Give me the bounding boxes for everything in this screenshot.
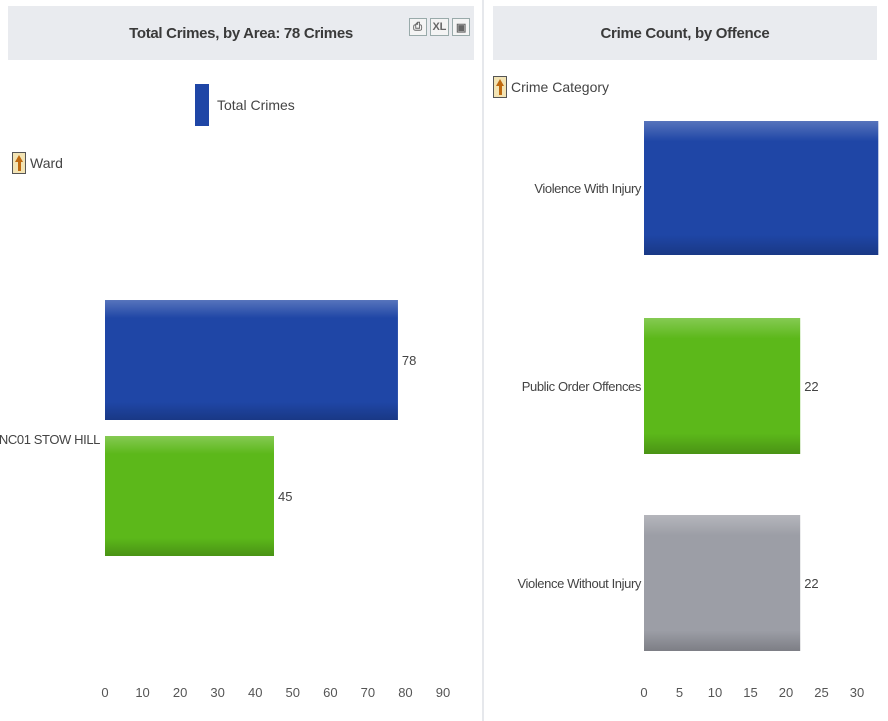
area-chart-panel: Total Crimes, by Area: 78 Crimes ⎙ XL ▣ … xyxy=(0,0,484,721)
maximize-icon[interactable]: ▣ xyxy=(452,18,470,36)
bar-1 xyxy=(644,318,801,454)
x-tick-label-5: 25 xyxy=(814,685,828,700)
bar-2 xyxy=(644,515,801,651)
bar-series-1 xyxy=(105,436,274,556)
area-chart-legend: Total Crimes xyxy=(195,84,295,126)
x-tick-label-8: 80 xyxy=(398,685,412,700)
x-tick-label-0: 0 xyxy=(640,685,647,700)
offence-bar-chart: Violence With Injury Public Order Offence… xyxy=(517,121,879,700)
drill-up-icon xyxy=(12,152,26,174)
x-tick-label-6: 60 xyxy=(323,685,337,700)
category-label-2: Violence Without Injury xyxy=(517,576,641,591)
legend-label-total-crimes: Total Crimes xyxy=(217,97,295,113)
x-tick-label-2: 10 xyxy=(708,685,722,700)
area-chart-title: Total Crimes, by Area: 78 Crimes xyxy=(129,24,353,42)
excel-export-button[interactable]: XL xyxy=(429,18,449,36)
drill-up-ward[interactable]: Ward xyxy=(12,152,63,174)
x-tick-label-3: 30 xyxy=(210,685,224,700)
category-label-1: Public Order Offences xyxy=(522,379,642,394)
x-tick-label-4: 20 xyxy=(779,685,793,700)
offence-chart-title: Crime Count, by Offence xyxy=(600,24,770,42)
category-label: NC01 STOW HILL xyxy=(0,432,100,447)
area-chart-header: Total Crimes, by Area: 78 Crimes ⎙ XL ▣ xyxy=(8,6,474,60)
panel-toolbar: ⎙ XL ▣ xyxy=(408,18,470,36)
print-icon[interactable]: ⎙ xyxy=(408,18,427,36)
legend-swatch-total-crimes xyxy=(195,84,209,126)
offence-chart-panel: Crime Count, by Offence Crime Category V… xyxy=(487,0,888,721)
bar-0 xyxy=(644,121,879,255)
area-bar-chart: 78 45 NC01 STOW HILL 0 10 20 30 40 50 60 70 80 90 xyxy=(0,300,450,700)
category-label-0: Violence With Injury xyxy=(534,181,642,196)
x-tick-label-1: 10 xyxy=(135,685,149,700)
x-tick-label-4: 40 xyxy=(248,685,262,700)
x-tick-label-1: 5 xyxy=(676,685,683,700)
data-label-2: 22 xyxy=(804,576,818,591)
x-tick-label-7: 70 xyxy=(361,685,375,700)
offence-chart-header: Crime Count, by Offence xyxy=(493,6,877,60)
drill-up-label: Crime Category xyxy=(511,79,610,95)
x-tick-label-0: 0 xyxy=(101,685,108,700)
drill-up-crime-category[interactable]: Crime Category xyxy=(493,76,609,98)
x-tick-label-9: 90 xyxy=(436,685,450,700)
drill-up-icon xyxy=(493,76,507,98)
x-tick-label-3: 15 xyxy=(743,685,757,700)
data-label-1: 45 xyxy=(278,489,292,504)
x-tick-label-6: 30 xyxy=(850,685,864,700)
bar-series-0 xyxy=(105,300,398,420)
data-label-0: 78 xyxy=(402,353,416,368)
data-label-1: 22 xyxy=(804,379,818,394)
drill-up-label: Ward xyxy=(30,155,63,171)
x-tick-label-5: 50 xyxy=(286,685,300,700)
x-tick-label-2: 20 xyxy=(173,685,187,700)
